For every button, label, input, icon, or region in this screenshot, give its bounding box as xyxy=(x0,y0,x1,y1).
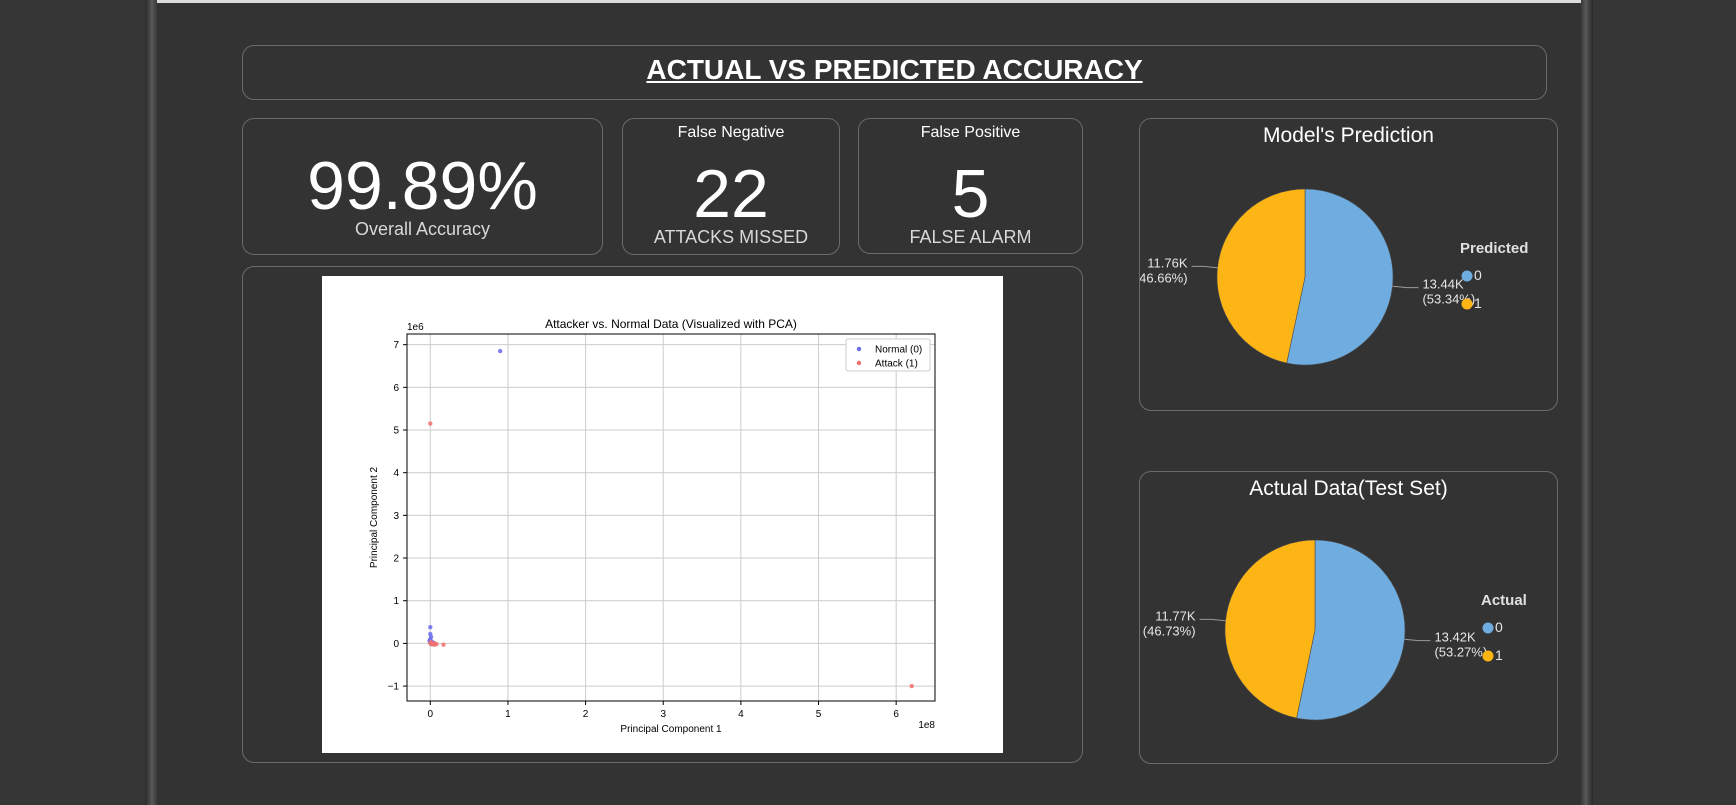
x-scale-label: 1e8 xyxy=(918,720,935,731)
false-negative-value: 22 xyxy=(693,156,769,232)
normal-point xyxy=(497,348,503,354)
pca-scatter-chart: 0 1 2 3 4 5 6 −1 0 1 2 3 4 5 6 7 Attacker vs. Normal Dat… xyxy=(369,317,936,735)
scatter-legend: Normal (0) Attack (1) xyxy=(845,338,931,372)
attack-point xyxy=(441,642,446,647)
y-tick-label: 3 xyxy=(393,511,399,522)
false-positive-card: False Positive 5 FALSE ALARM xyxy=(858,118,1083,254)
x-tick-label: 1 xyxy=(505,709,511,720)
pie-legend-marker xyxy=(1482,622,1494,634)
false-negative-label: ATTACKS MISSED xyxy=(653,227,809,247)
pie-leader-line xyxy=(1392,285,1419,289)
legend-marker xyxy=(856,360,862,366)
page-title: ACTUAL VS PREDICTED ACCURACY xyxy=(646,54,1143,85)
pie-data-percent: (46.73%) xyxy=(1143,623,1196,638)
prediction-pie-card: Model's Prediction 13.44K (53.34%) 11.76K(… xyxy=(1139,118,1558,411)
pie-data-label: 11.76K xyxy=(1147,255,1188,270)
false-positive-label: FALSE ALARM xyxy=(909,227,1032,247)
x-tick-label: 4 xyxy=(738,709,744,720)
y-tick-label: 6 xyxy=(393,383,399,394)
y-scale-label: 1e6 xyxy=(407,322,424,333)
attack-point xyxy=(909,683,914,689)
pie-data-percent: (46.66%) xyxy=(1140,270,1188,285)
accuracy-value: 99.89% xyxy=(307,148,538,224)
x-tick-label: 2 xyxy=(583,709,589,720)
pie-data-label: 13.42K xyxy=(1434,630,1476,645)
x-tick-label: 3 xyxy=(660,709,666,720)
actual-pie-title: Actual Data(Test Set) xyxy=(1249,477,1448,500)
legend-label: Attack (1) xyxy=(875,359,918,370)
false-negative-title: False Negative xyxy=(677,124,785,141)
pie-legend-label: 1 xyxy=(1474,295,1482,311)
y-tick-label: 4 xyxy=(393,468,399,479)
pie-leader-line xyxy=(1199,618,1226,622)
y-tick-label: −1 xyxy=(388,682,400,693)
y-axis-label: Principal Component 2 xyxy=(369,466,380,568)
false-positive-title: False Positive xyxy=(920,124,1021,141)
attack-point xyxy=(428,421,433,426)
pie-legend-label: 0 xyxy=(1474,267,1482,283)
scatter-title: Attacker vs. Normal Data (Visualized wit… xyxy=(545,317,797,331)
page-margin-right xyxy=(1593,0,1736,805)
pie-slice-0 xyxy=(1296,539,1406,721)
accuracy-label: Overall Accuracy xyxy=(354,219,491,239)
pie-leader-line xyxy=(1191,265,1218,269)
frame-edge-left xyxy=(145,0,157,805)
x-tick-label: 6 xyxy=(893,709,899,720)
pie-legend-label: 0 xyxy=(1495,619,1503,635)
y-tick-label: 7 xyxy=(393,340,399,351)
pie-legend-marker xyxy=(1482,650,1494,662)
false-positive-value: 5 xyxy=(951,156,990,232)
legend-label: Normal (0) xyxy=(875,345,922,356)
frame-edge-right xyxy=(1581,0,1593,805)
false-negative-card: False Negative 22 ATTACKS MISSED xyxy=(622,118,840,255)
x-axis-label: Principal Component 1 xyxy=(620,724,722,735)
x-tick-label: 0 xyxy=(428,709,434,720)
page-margin-left xyxy=(0,0,145,805)
actual-pie-card: Actual Data(Test Set) 13.42K (53.27%) 11.7… xyxy=(1139,471,1558,764)
prediction-pie-title: Model's Prediction xyxy=(1263,124,1434,147)
legend-marker xyxy=(856,346,862,352)
attack-point xyxy=(432,641,438,646)
x-tick-label: 5 xyxy=(816,709,822,720)
pie-data-label: 11.77K xyxy=(1155,608,1196,623)
scatter-figure: 0 1 2 3 4 5 6 −1 0 1 2 3 4 5 6 7 Attacker vs. Normal Dat… xyxy=(322,276,1003,753)
plot-frame xyxy=(406,333,936,702)
pie-slice-1 xyxy=(1216,188,1306,364)
y-tick-label: 1 xyxy=(393,596,399,607)
y-tick-label: 0 xyxy=(393,639,399,650)
legend-box xyxy=(845,338,931,372)
pie-legend-title: Actual xyxy=(1481,592,1527,609)
pie-slice-1 xyxy=(1224,539,1316,719)
pie-data-percent: (53.27%) xyxy=(1434,645,1487,660)
y-tick-label: 5 xyxy=(393,426,399,437)
normal-point xyxy=(428,624,433,630)
actual-pie-chart: 13.42K(53.27%) 11.77K(46.73%) Actual 0 1 xyxy=(1143,539,1527,721)
scatter-card: 0 1 2 3 4 5 6 −1 0 1 2 3 4 5 6 7 Attacker vs. Normal Dat… xyxy=(242,266,1083,763)
title-card: ACTUAL VS PREDICTED ACCURACY xyxy=(242,45,1547,100)
pie-legend-marker xyxy=(1461,270,1473,282)
pie-data-label: 13.44K xyxy=(1422,277,1464,292)
pie-legend-title: Predicted xyxy=(1460,240,1528,257)
accuracy-card: 99.89% Overall Accuracy xyxy=(242,118,603,255)
y-tick-label: 2 xyxy=(393,554,399,565)
pie-legend-label: 1 xyxy=(1495,647,1503,663)
pie-leader-line xyxy=(1404,638,1431,642)
pie-legend-marker xyxy=(1461,298,1473,310)
top-edge xyxy=(157,0,1581,3)
